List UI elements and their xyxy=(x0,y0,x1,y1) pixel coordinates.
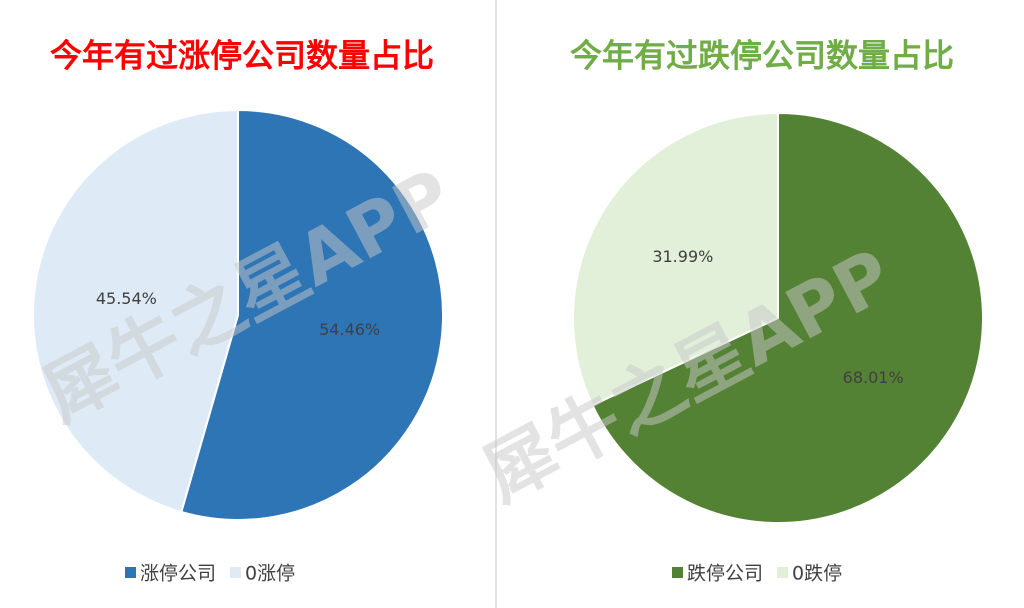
pie-slice xyxy=(572,111,779,407)
legend-swatch xyxy=(230,567,242,578)
pie-slice xyxy=(591,111,984,524)
legend-swatch xyxy=(672,567,683,578)
legend-label: 0跌停 xyxy=(792,563,842,585)
legend-label: 跌停公司 xyxy=(687,563,763,585)
chart-title: 今年有过跌停公司数量占比 xyxy=(570,37,954,75)
data-label: 54.46% xyxy=(319,320,380,339)
data-label: 45.54% xyxy=(96,289,157,308)
pie-slice xyxy=(32,108,239,514)
pie-slice xyxy=(180,108,444,521)
legend-label: 0涨停 xyxy=(245,563,295,585)
data-label: 68.01% xyxy=(843,368,904,387)
legend-swatch xyxy=(777,567,789,578)
legend-label: 涨停公司 xyxy=(140,563,216,585)
chart-title: 今年有过涨停公司数量占比 xyxy=(50,37,434,75)
data-label: 31.99% xyxy=(652,247,713,266)
legend-swatch xyxy=(125,567,136,578)
